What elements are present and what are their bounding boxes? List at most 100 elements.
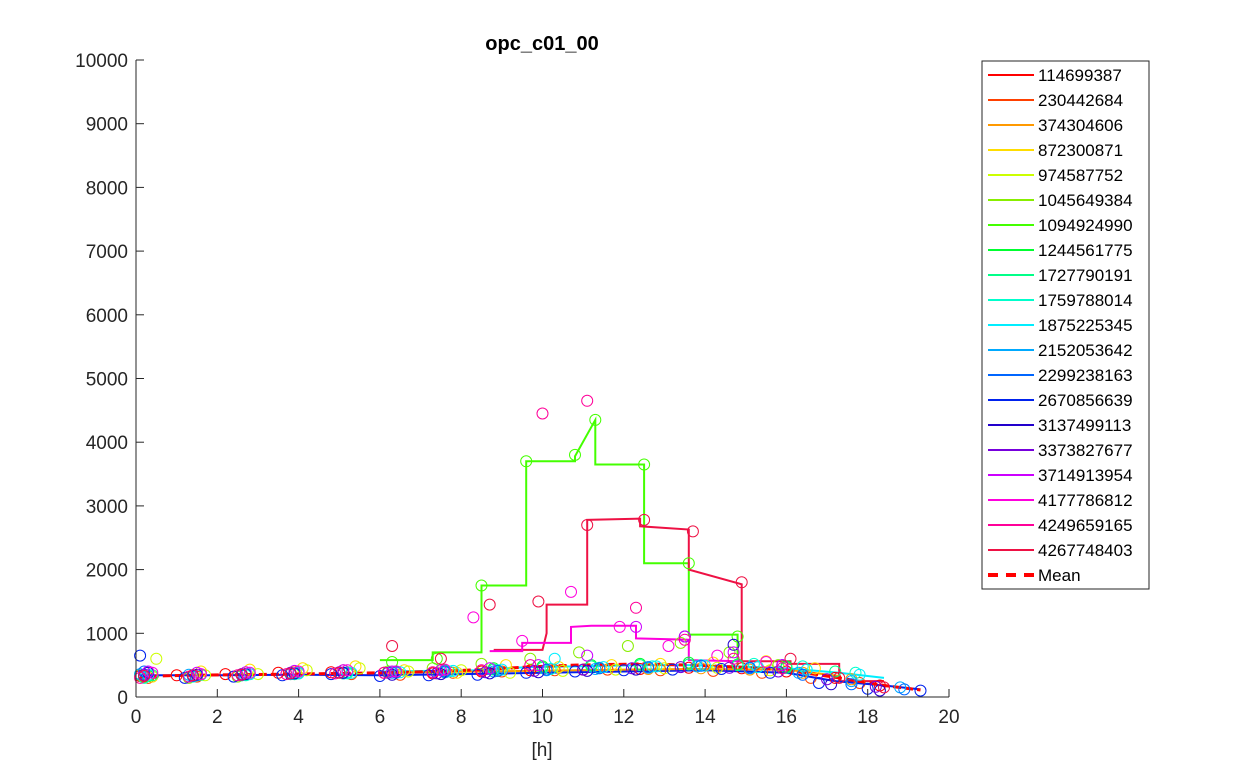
y-tick-label: 9000 [86,115,128,136]
data-point [552,661,565,674]
legend-item[interactable]: 872300871 [988,141,1123,160]
x-axis-ticks: 0 2 4 6 8 10 12 14 16 18 20 [131,689,960,728]
legend-item[interactable]: 1759788014 [988,291,1133,310]
data-point [796,660,809,673]
data-point [483,598,496,611]
legend-item[interactable]: 2299238163 [988,366,1133,385]
legend-item[interactable]: 974587752 [988,166,1123,185]
data-point [532,659,545,672]
y-axis-ticks: 0 1000 2000 3000 4000 5000 6000 7000 8000 9000 100… [75,51,144,709]
data-point [219,668,232,681]
data-point [621,640,634,652]
data-point [727,646,740,659]
legend-label: 1727790191 [1038,266,1133,285]
legend-label: 974587752 [1038,166,1123,185]
legend-label: 114699387 [1038,66,1122,85]
series-markers-4249659165 [134,394,789,684]
legend-item[interactable]: 1094924990 [988,216,1133,235]
x-tick-label: 20 [938,707,959,728]
data-point [337,664,350,677]
series-line-1094924990 [379,416,739,666]
data-point [524,659,537,672]
data-point [760,656,773,668]
legend-item[interactable]: 3373827677 [988,441,1133,460]
y-tick-label: 1000 [86,624,128,645]
x-tick-label: 10 [532,707,553,728]
data-point [821,673,833,686]
data-point [609,663,622,676]
legend-item[interactable]: 114699387 [988,66,1122,85]
data-point [585,660,598,673]
legend-item[interactable]: 230442684 [988,91,1123,110]
data-point [764,666,777,679]
data-point [808,662,821,675]
data-point [747,657,760,670]
x-tick-label: 16 [776,707,797,728]
data-point [577,663,590,676]
data-point [475,579,488,592]
data-point [378,666,390,679]
data-point [434,668,447,681]
legend-item[interactable]: 4267748403 [988,541,1133,560]
data-point [569,665,581,678]
data-point [333,666,346,679]
data-point [691,660,703,673]
data-point [272,666,285,679]
legend-item[interactable]: 2152053642 [988,341,1133,360]
legend-item[interactable]: 1727790191 [988,266,1133,285]
data-point [170,669,183,682]
data-point [898,683,911,696]
legend-item[interactable]: 1875225345 [988,316,1133,335]
data-point [593,662,606,675]
legend-label: 1045649384 [1038,191,1133,210]
legend-item[interactable]: 2670856639 [988,391,1133,410]
data-point [678,633,691,646]
legend-label: 1875225345 [1038,316,1133,335]
data-point [727,638,740,651]
data-point [150,652,163,665]
data-point [829,671,842,684]
series-markers-4177786812 [146,585,773,681]
legend-item[interactable]: 4177786812 [988,491,1133,510]
data-point [776,659,789,672]
data-point [674,636,687,649]
data-point [715,663,728,675]
legend-label: 2299238163 [1038,366,1133,385]
y-tick-label: 5000 [86,370,128,391]
legend-item[interactable]: 4249659165 [988,516,1133,535]
legend[interactable]: 114699387 230442684 374304606 872300871 9745… [981,60,1150,590]
data-point [642,661,655,674]
data-point [565,585,577,598]
data-point [292,665,305,678]
markers-layer [134,394,927,697]
legend-item[interactable]: 1244561775 [988,241,1133,260]
data-point [447,664,460,677]
legend-label: 230442684 [1038,91,1123,110]
data-point [325,668,338,681]
data-point [146,666,159,679]
data-point [727,652,740,665]
legend-item[interactable]: 3137499113 [988,416,1131,435]
legend-item[interactable]: 1045649384 [988,191,1133,210]
data-point [638,458,651,471]
series-markers-4267748403 [138,513,890,694]
y-tick-label: 0 [117,688,128,709]
data-point [536,407,549,420]
series-line-4177786812 [489,624,742,663]
data-point [662,640,675,652]
data-point [386,665,399,678]
legend-label: 1244561775 [1038,241,1133,260]
data-point [674,661,687,674]
axes-box [136,60,949,697]
data-point [829,665,842,678]
legend-item[interactable]: 3714913954 [988,466,1133,485]
data-point [845,678,858,691]
legend-label: 872300871 [1038,141,1123,160]
x-tick-label: 8 [456,707,467,728]
data-point [581,394,594,407]
legend-item[interactable]: 374304606 [988,116,1123,135]
legend-item[interactable]: Mean [988,566,1081,585]
data-point [491,664,504,677]
data-point [605,659,618,672]
data-point [776,662,789,675]
